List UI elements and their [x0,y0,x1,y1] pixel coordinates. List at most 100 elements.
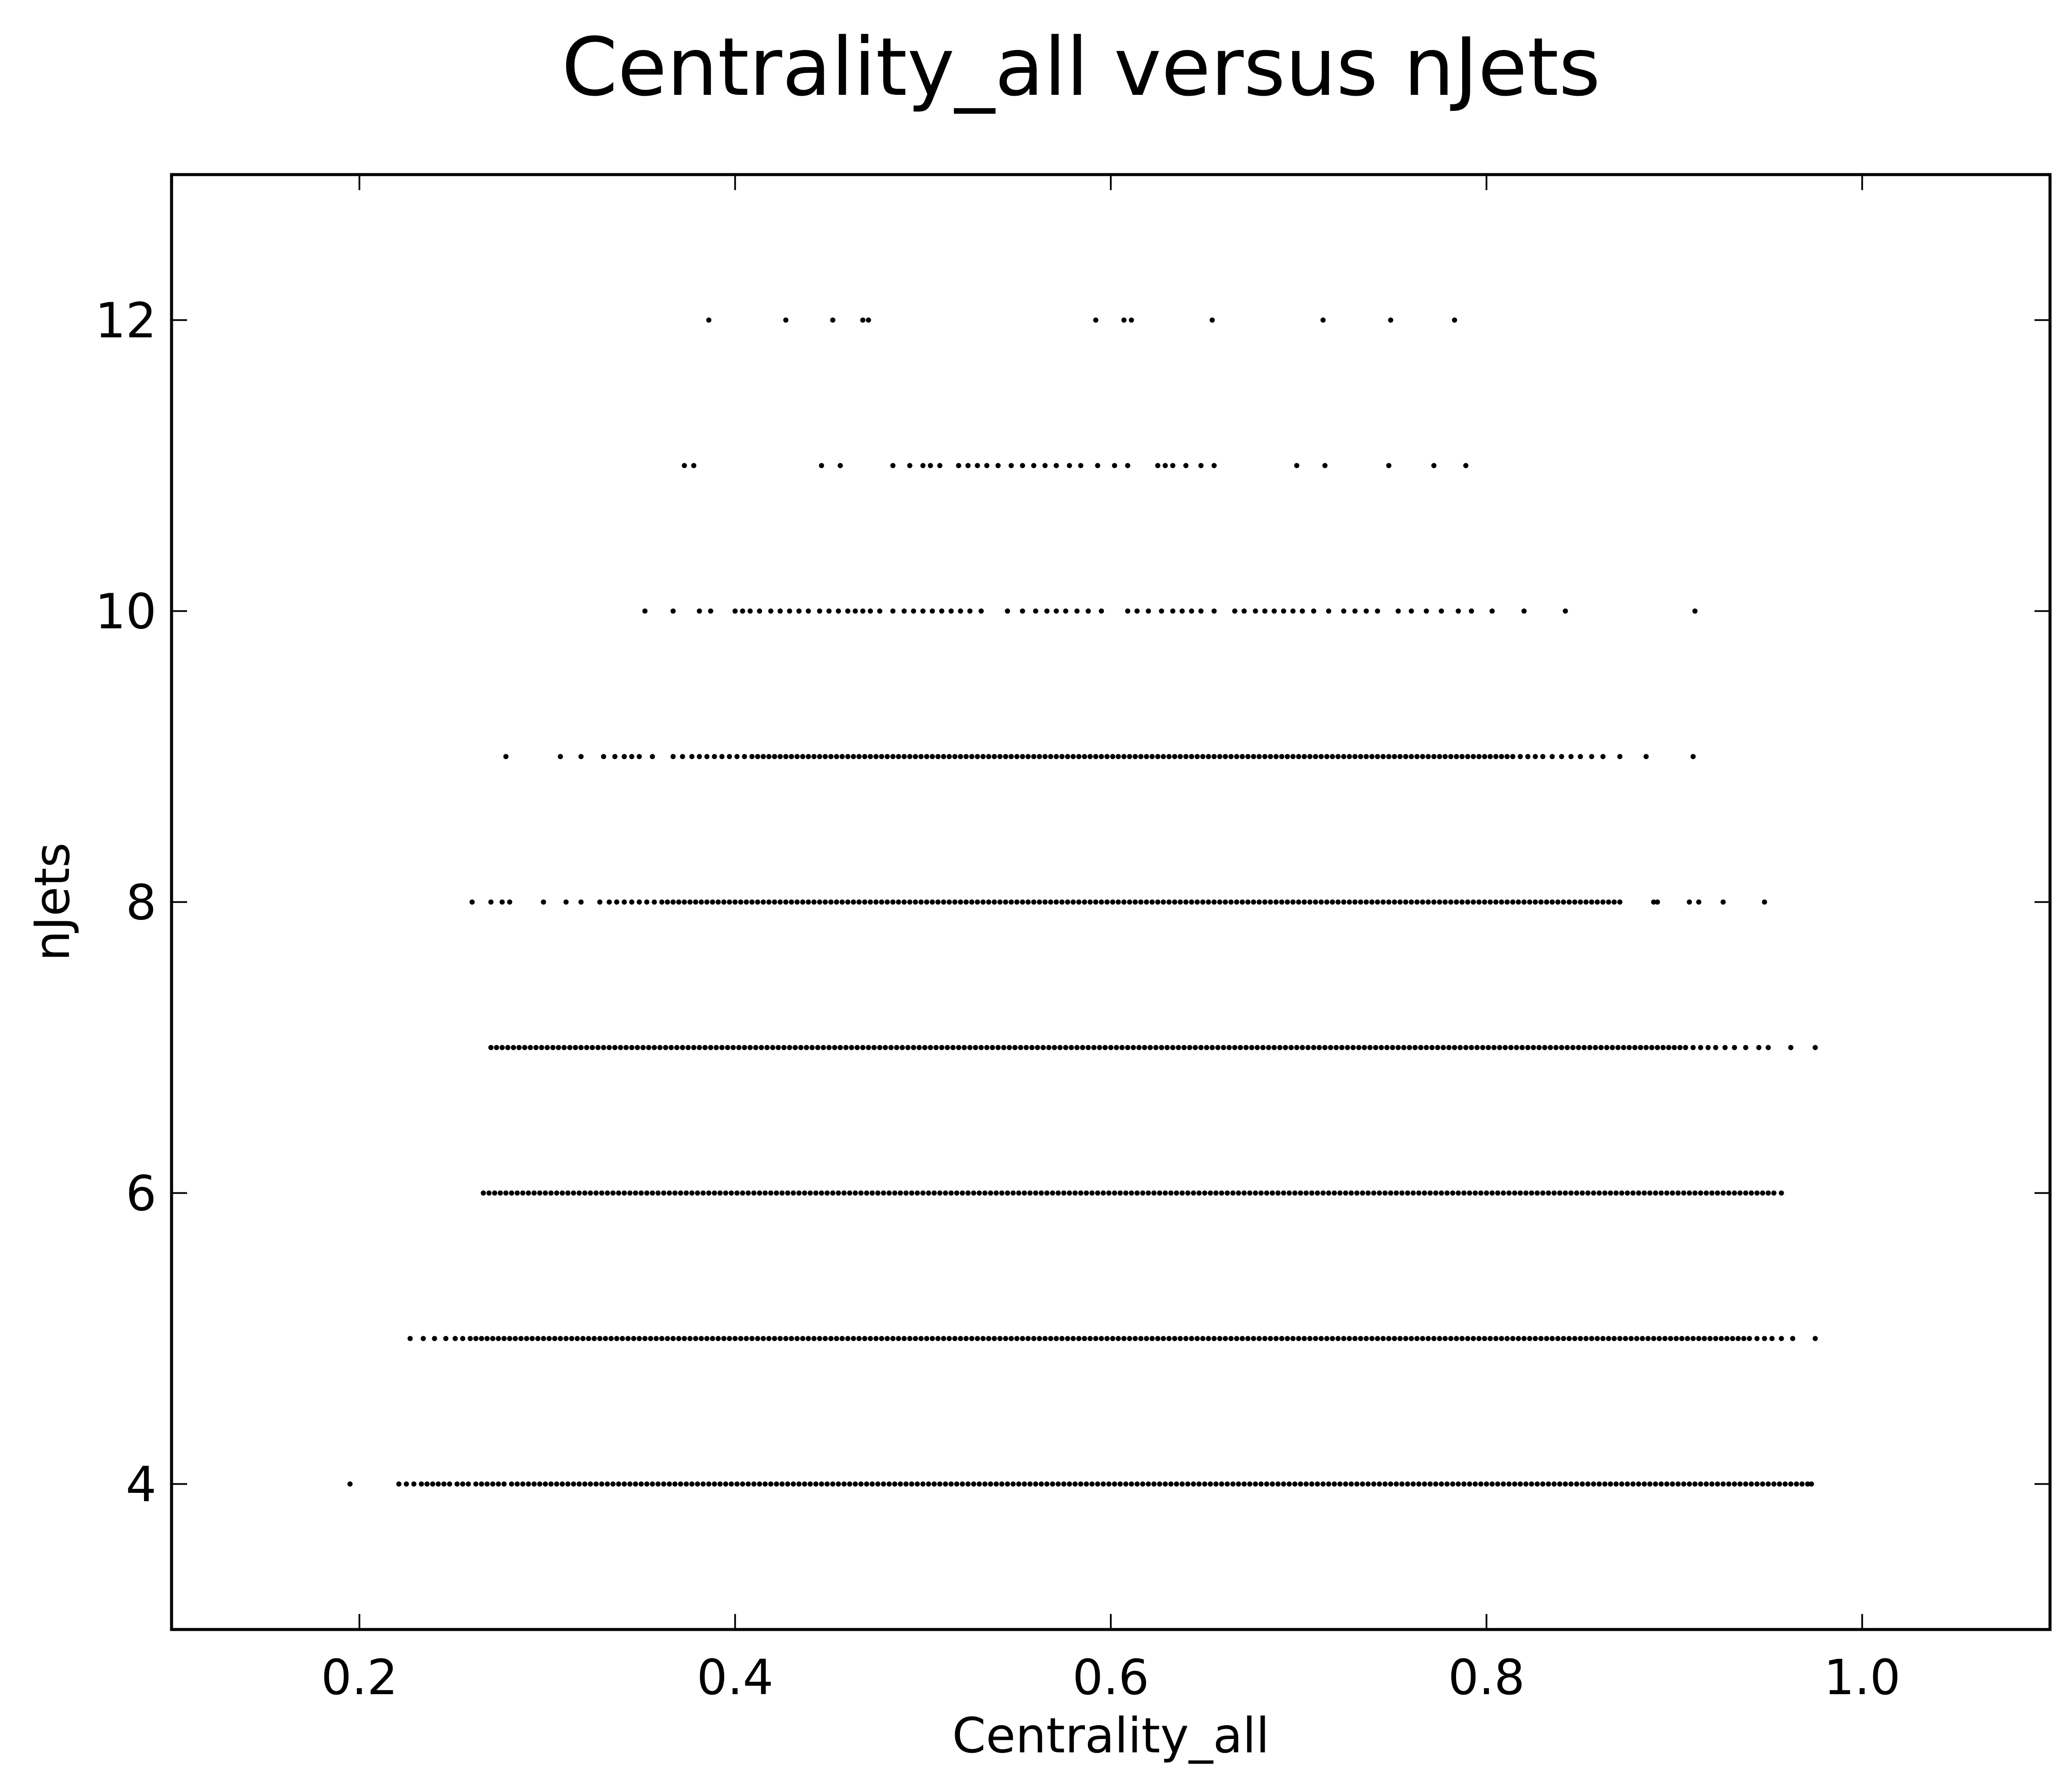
data-point [1651,1336,1656,1341]
data-point [1600,1336,1606,1341]
x-tick-label: 0.8 [1448,1650,1525,1706]
y-tick-label: 4 [126,1457,156,1513]
data-point [1006,1045,1012,1050]
data-point [1037,1336,1042,1341]
data-point [1414,754,1420,759]
data-point [1125,608,1131,614]
data-point [610,1481,616,1487]
data-point [892,1481,897,1487]
data-point [1544,1336,1550,1341]
data-point [666,1190,672,1196]
data-point [558,1336,563,1341]
data-point [712,1481,717,1487]
data-point [1743,1481,1748,1487]
data-point [520,1190,525,1196]
data-point [1813,1045,1818,1050]
data-point [1749,1190,1754,1196]
data-point [1117,1190,1123,1196]
data-point [1099,754,1104,759]
data-point [528,1045,533,1050]
data-point [1155,754,1160,759]
data-point [1345,1045,1350,1050]
data-point [1399,1481,1405,1487]
data-point [962,1045,967,1050]
data-point [947,899,952,905]
data-point [982,1481,988,1487]
x-axis-label: Centrality_all [952,1708,1269,1764]
data-point [1307,1336,1313,1341]
data-point [838,1045,843,1050]
data-point [922,1045,928,1050]
data-point [1251,1336,1256,1341]
data-point [578,899,584,905]
data-point [819,463,824,468]
data-point [1337,1190,1343,1196]
data-point [778,899,783,905]
data-point [1437,1336,1442,1341]
data-point [1283,1045,1288,1050]
data-point [1038,1481,1044,1487]
data-point [757,1481,763,1487]
data-point [1319,1336,1324,1341]
data-point [559,1481,565,1487]
data-point [640,1045,646,1050]
data-point [1427,1190,1433,1196]
data-point [755,1336,760,1341]
data-point [1307,899,1313,905]
data-point [1125,1045,1131,1050]
data-point [1737,1190,1743,1196]
data-point [1273,899,1279,905]
data-point [1132,1336,1138,1341]
data-point [800,754,806,759]
data-point [1565,1045,1570,1050]
data-point [1018,1045,1023,1050]
data-point [1401,1045,1406,1050]
data-point [1450,1481,1456,1487]
data-point [851,754,856,759]
data-point [976,1190,982,1196]
data-point [991,899,997,905]
data-point [1238,1045,1243,1050]
data-point [1134,1190,1140,1196]
data-point [678,1190,683,1196]
data-point [554,1190,559,1196]
data-point [1691,1045,1696,1050]
data-point [988,1190,994,1196]
data-point [1102,1045,1108,1050]
data-point [496,1336,501,1341]
data-point [806,1336,811,1341]
data-point [1341,608,1347,614]
data-point [638,1190,644,1196]
data-point [1397,1336,1403,1341]
data-point [1003,899,1008,905]
data-point [1512,1481,1517,1487]
data-point [1287,1190,1292,1196]
data-point [1488,1336,1493,1341]
data-point [802,1481,807,1487]
data-point [1518,1190,1523,1196]
data-point [1104,899,1110,905]
data-point [727,1336,732,1341]
data-point [1456,1481,1461,1487]
data-point [500,899,505,905]
data-point [783,899,789,905]
data-point [1100,1190,1106,1196]
data-point [1020,1336,1025,1341]
data-point [467,1336,473,1341]
data-point [834,754,839,759]
data-point [879,1336,884,1341]
data-point [1053,1336,1059,1341]
data-point [578,1045,584,1050]
data-point [1163,1190,1168,1196]
data-point [1272,608,1277,614]
data-point [918,754,924,759]
data-point [1617,754,1622,759]
data-point [1181,1045,1187,1050]
data-point [1320,1190,1326,1196]
data-point [1544,899,1550,905]
data-point [1591,1481,1596,1487]
data-point [864,1481,869,1487]
data-point [1591,1190,1596,1196]
data-point [845,608,850,614]
y-tick-label: 8 [126,875,156,931]
